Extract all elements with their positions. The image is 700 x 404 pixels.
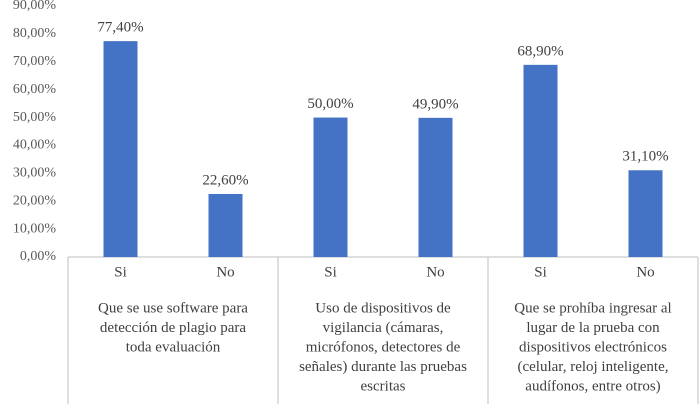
y-tick-label: 0,00% bbox=[20, 249, 57, 264]
value-label: 68,90% bbox=[517, 43, 563, 59]
bar bbox=[628, 170, 663, 257]
group-label: audífonos, entre otros) bbox=[525, 378, 660, 394]
value-label: 77,40% bbox=[97, 20, 143, 36]
group-label: escritas bbox=[361, 378, 406, 394]
x-tick-label: Si bbox=[324, 264, 337, 280]
x-tick-label: No bbox=[426, 264, 444, 280]
x-tick-label: Si bbox=[534, 264, 547, 280]
bar bbox=[103, 41, 138, 257]
value-label: 49,90% bbox=[412, 96, 458, 112]
group-label: micrófonos, detectores de bbox=[306, 339, 461, 355]
group-label: vigilancia (cámaras, bbox=[323, 320, 444, 336]
group-label: señales) durante las pruebas bbox=[299, 359, 467, 375]
group-label: lugar de la prueba con bbox=[526, 320, 660, 336]
value-label: 22,60% bbox=[202, 172, 248, 188]
y-tick-label: 70,00% bbox=[13, 54, 57, 69]
bar bbox=[523, 64, 558, 258]
group-label: (celular, reloj inteligente, bbox=[518, 359, 669, 375]
x-tick-label: No bbox=[636, 264, 654, 280]
group-label: Que se prohíba ingresar al bbox=[514, 300, 671, 316]
y-tick-label: 30,00% bbox=[13, 166, 57, 181]
y-tick-label: 10,00% bbox=[13, 221, 57, 236]
group-label: dispositivos electrónicos bbox=[519, 339, 667, 355]
bar bbox=[418, 117, 453, 257]
bar bbox=[313, 117, 348, 257]
group-label: detección de plagio para bbox=[100, 320, 247, 336]
y-tick-label: 60,00% bbox=[13, 82, 57, 97]
group-label: Uso de dispositivos de bbox=[315, 300, 451, 316]
group-label: toda evaluación bbox=[126, 339, 221, 355]
bar bbox=[208, 193, 243, 257]
y-tick-label: 40,00% bbox=[13, 138, 57, 153]
value-label: 50,00% bbox=[307, 96, 353, 112]
x-tick-label: Si bbox=[114, 264, 127, 280]
y-tick-label: 50,00% bbox=[13, 110, 57, 125]
x-tick-label: No bbox=[216, 264, 234, 280]
y-tick-label: 80,00% bbox=[13, 26, 57, 41]
y-tick-label: 20,00% bbox=[13, 193, 57, 208]
group-label: Que se use software para bbox=[98, 300, 248, 316]
y-tick-label: 90,00% bbox=[13, 0, 57, 13]
value-label: 31,10% bbox=[622, 149, 668, 165]
